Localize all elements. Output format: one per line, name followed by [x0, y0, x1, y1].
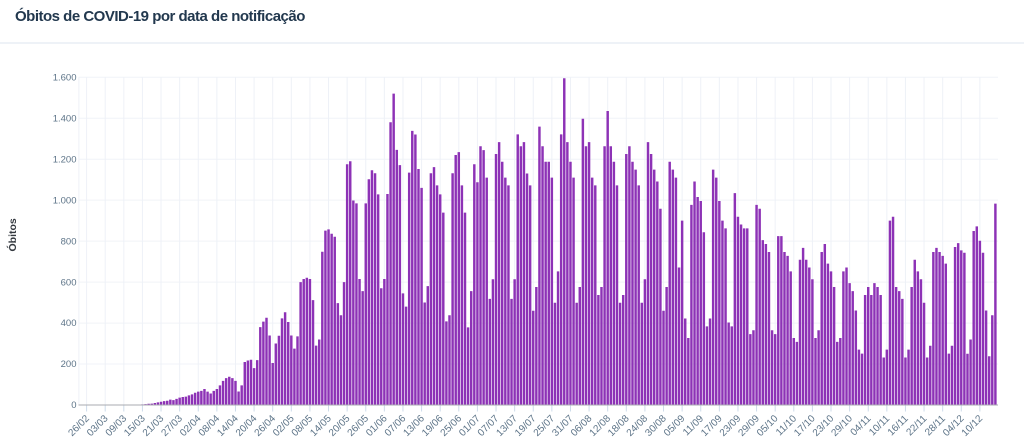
svg-text:05/10: 05/10 — [755, 413, 781, 439]
svg-text:1.200: 1.200 — [53, 154, 77, 165]
svg-text:400: 400 — [61, 318, 77, 329]
svg-text:600: 600 — [61, 277, 77, 288]
svg-text:0: 0 — [71, 400, 76, 411]
svg-text:1.600: 1.600 — [53, 72, 77, 83]
svg-text:10/12: 10/12 — [960, 413, 986, 439]
svg-text:1.400: 1.400 — [53, 113, 77, 124]
svg-text:29/10: 29/10 — [829, 413, 855, 439]
svg-text:1.000: 1.000 — [53, 195, 77, 206]
svg-text:800: 800 — [61, 236, 77, 247]
svg-text:05/09: 05/09 — [662, 413, 688, 439]
svg-text:Óbitos: Óbitos — [6, 218, 19, 251]
svg-text:200: 200 — [61, 359, 77, 370]
